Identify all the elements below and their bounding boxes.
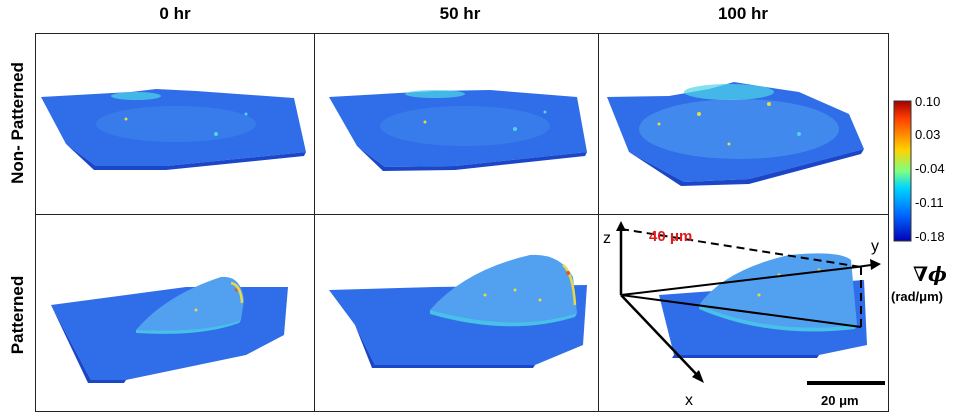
- grid-divider-vertical-1: [314, 34, 315, 411]
- colorbar: [893, 100, 912, 242]
- height-label: 40 μm: [649, 228, 692, 245]
- colorbar-tick-1: 0.03: [915, 127, 941, 142]
- scale-bar-label: 20 μm: [821, 393, 859, 408]
- surface-patterned-50hr: [329, 254, 587, 368]
- surface-nonpatterned-50hr: [329, 90, 587, 171]
- column-title-50hr: 50 hr: [439, 4, 481, 23]
- colorbar-tick-4: -0.18: [915, 229, 945, 244]
- column-title-0hr: 0 hr: [159, 4, 191, 23]
- x-axis-label: x: [685, 392, 693, 409]
- surface-nonpatterned-0hr: [41, 89, 306, 170]
- row-title-patterned: Patterned: [8, 275, 27, 355]
- row-title-non-patterned: Non- Patterned: [8, 62, 27, 184]
- colorbar-symbol: ∇ϕ: [913, 262, 947, 286]
- surface-patterned-100hr: z y x 40 μm 20 μm: [603, 221, 885, 409]
- image-grid: z y x 40 μm 20 μm: [35, 33, 889, 412]
- grid-divider-horizontal: [36, 214, 888, 215]
- colorbar-tick-0: 0.10: [915, 94, 941, 109]
- z-axis-label: z: [603, 230, 611, 247]
- colorbar-tick-3: -0.11: [915, 195, 944, 210]
- axes-annotation: [616, 221, 881, 383]
- y-axis-label: y: [871, 238, 879, 255]
- grid-divider-vertical-2: [598, 34, 599, 411]
- colorbar-unit: (rad/μm): [891, 289, 944, 304]
- surface-nonpatterned-100hr: [607, 82, 864, 186]
- surface-patterned-0hr: [51, 276, 288, 383]
- column-title-100hr: 100 hr: [717, 4, 769, 23]
- colorbar-tick-2: -0.04: [915, 161, 945, 176]
